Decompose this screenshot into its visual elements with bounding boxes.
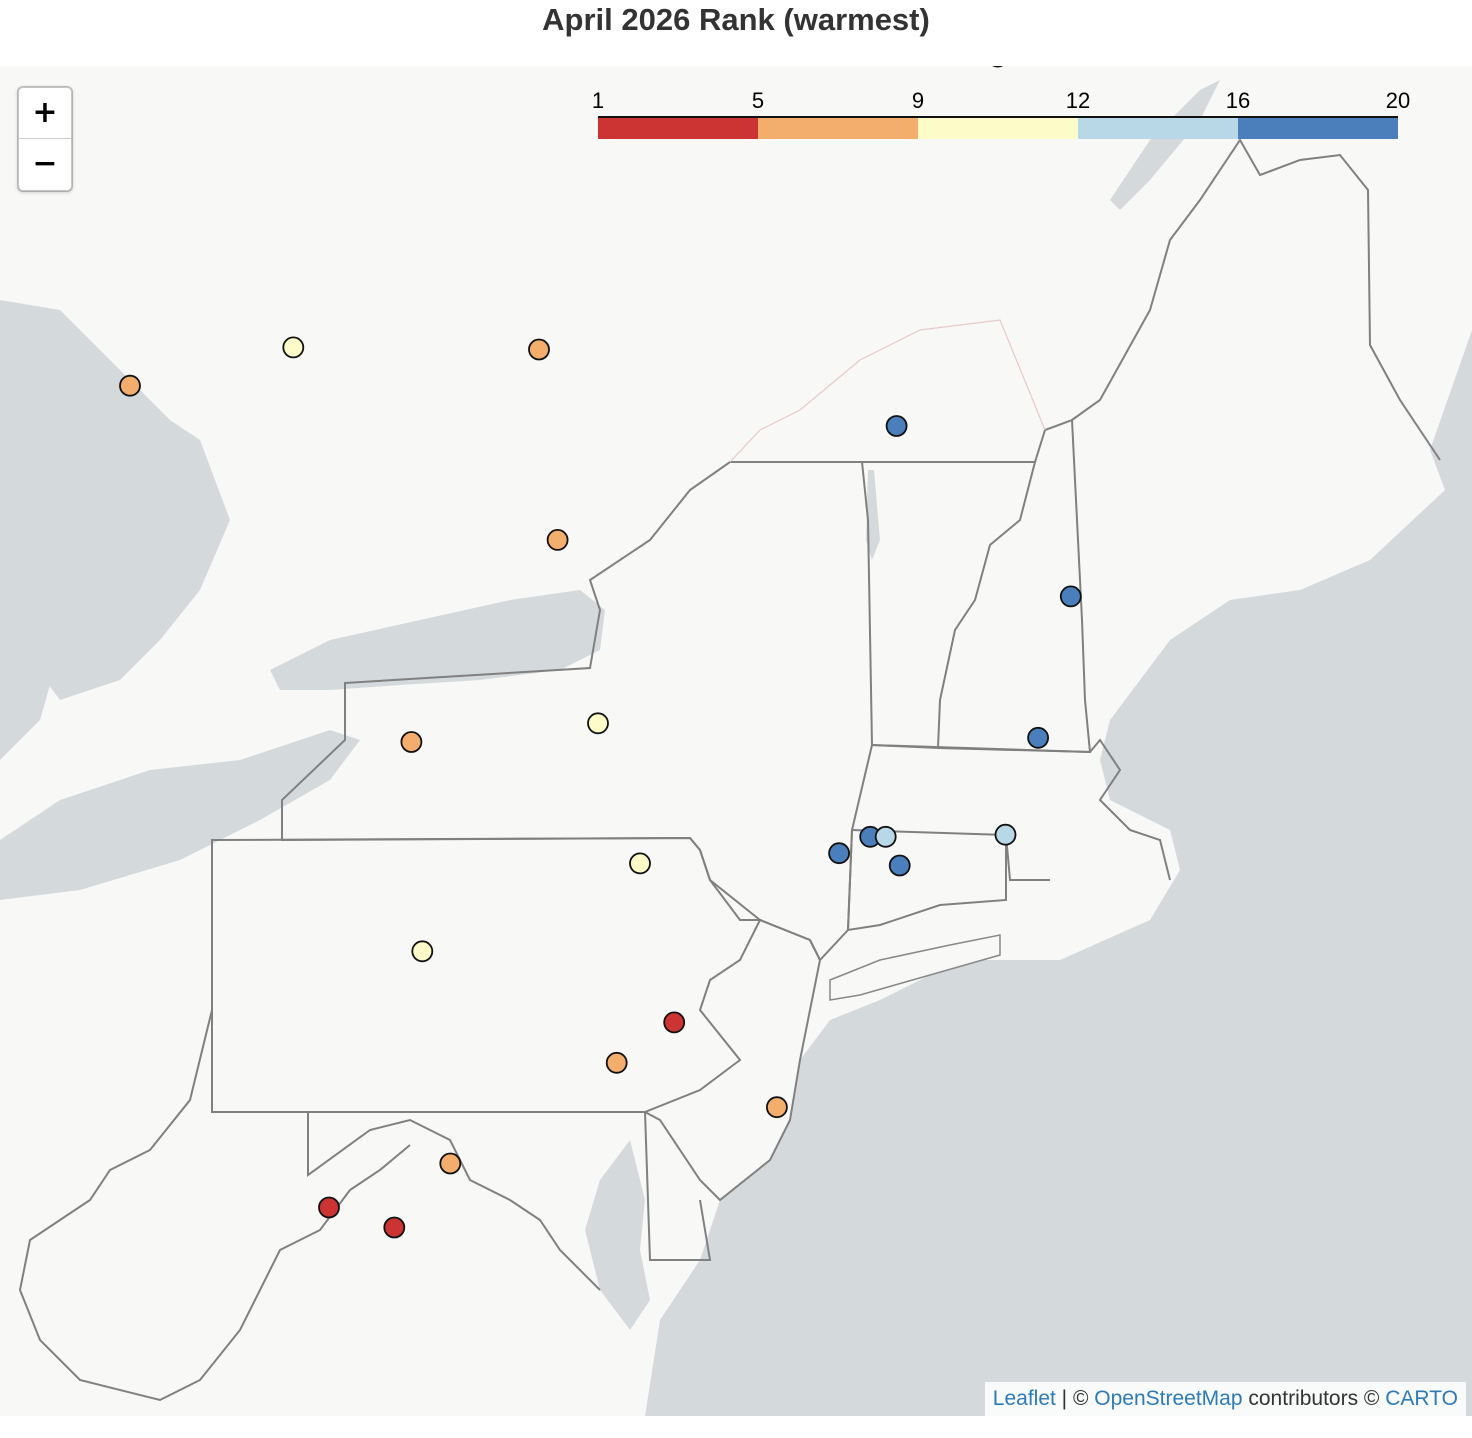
station-marker[interactable] xyxy=(605,1051,628,1074)
lake-michigan xyxy=(0,560,60,760)
legend-tick: 16 xyxy=(1225,88,1251,113)
attribution-text: contributors © xyxy=(1242,1387,1386,1410)
station-marker[interactable] xyxy=(318,1196,340,1219)
attribution-separator: | © xyxy=(1055,1387,1095,1410)
legend-swatch-5 xyxy=(1238,116,1398,139)
lake-champlain xyxy=(866,470,880,560)
station-marker[interactable] xyxy=(400,731,423,753)
station-marker[interactable] xyxy=(282,336,305,359)
station-marker[interactable] xyxy=(587,712,609,735)
station-marker[interactable] xyxy=(888,854,911,877)
st-lawrence xyxy=(1110,80,1220,210)
carto-link[interactable]: CARTO xyxy=(1385,1387,1458,1410)
station-marker[interactable] xyxy=(874,825,897,848)
legend-swatch-1 xyxy=(598,116,758,139)
station-marker[interactable] xyxy=(119,374,141,397)
zoom-in-button[interactable]: + xyxy=(19,88,71,139)
station-marker[interactable] xyxy=(528,338,550,361)
legend-tick: 12 xyxy=(1065,88,1091,113)
station-marker[interactable] xyxy=(1027,726,1049,749)
state-borders xyxy=(18,138,1441,1402)
zoom-out-button[interactable]: − xyxy=(32,146,58,181)
lake-huron xyxy=(0,300,230,700)
ocean xyxy=(645,330,1472,1416)
legend-tick: 5 xyxy=(751,88,765,113)
station-marker[interactable] xyxy=(411,940,434,963)
station-marker[interactable] xyxy=(439,1152,462,1175)
long-island xyxy=(829,934,1001,1001)
station-marker[interactable] xyxy=(994,823,1017,846)
osm-link[interactable]: OpenStreetMap xyxy=(1094,1387,1243,1410)
legend-swatch-4 xyxy=(1078,116,1238,139)
station-marker[interactable] xyxy=(988,66,1008,68)
legend-swatch-2 xyxy=(758,116,918,139)
map-title: April 2026 Rank (warmest) xyxy=(542,2,930,37)
leaflet-link[interactable]: Leaflet xyxy=(992,1387,1056,1410)
zoom-control: + − xyxy=(17,86,73,192)
lake-ontario xyxy=(270,590,605,690)
station-marker[interactable] xyxy=(766,1096,788,1119)
legend-swatch-3 xyxy=(918,116,1078,139)
station-marker[interactable] xyxy=(383,1216,406,1239)
bay xyxy=(585,1140,650,1330)
station-marker[interactable] xyxy=(663,1011,686,1034)
color-legend: 1 5 9 12 16 20 xyxy=(570,88,1430,148)
legend-tick: 1 xyxy=(591,88,605,113)
lake-erie xyxy=(0,730,360,900)
legend-tick: 20 xyxy=(1385,88,1411,113)
map-canvas[interactable] xyxy=(0,66,1472,1416)
station-markers xyxy=(119,66,1082,1239)
attribution: Leaflet | © OpenStreetMap contributors ©… xyxy=(984,1382,1466,1416)
station-marker[interactable] xyxy=(828,842,850,865)
station-marker[interactable] xyxy=(629,852,651,875)
basemap xyxy=(0,80,1472,1416)
station-marker[interactable] xyxy=(546,529,569,551)
legend-tick: 9 xyxy=(911,88,925,113)
station-marker[interactable] xyxy=(1059,585,1082,608)
station-marker[interactable] xyxy=(885,415,908,437)
